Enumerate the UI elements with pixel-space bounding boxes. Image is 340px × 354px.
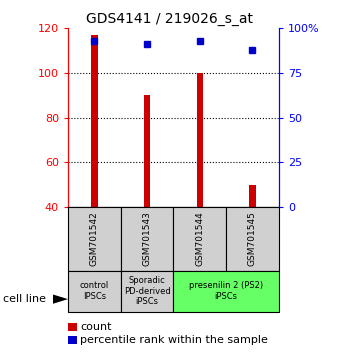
Text: GSM701542: GSM701542: [90, 212, 99, 266]
Text: cell line: cell line: [3, 294, 46, 304]
Text: GDS4141 / 219026_s_at: GDS4141 / 219026_s_at: [86, 12, 254, 27]
Bar: [68, 271, 121, 312]
Bar: [121, 207, 173, 271]
Bar: [121, 271, 173, 312]
Text: control
IPSCs: control IPSCs: [80, 281, 109, 301]
Bar: [68, 207, 121, 271]
Text: GSM701544: GSM701544: [195, 212, 204, 266]
Bar: [197, 73, 203, 207]
Text: GSM701545: GSM701545: [248, 211, 257, 267]
Bar: [173, 271, 279, 312]
Text: Sporadic
PD-derived
iPSCs: Sporadic PD-derived iPSCs: [124, 276, 170, 306]
Bar: [144, 95, 150, 207]
Bar: [249, 185, 256, 207]
Text: GSM701543: GSM701543: [142, 211, 152, 267]
Text: count: count: [80, 322, 112, 332]
Bar: [91, 35, 98, 207]
Bar: [173, 207, 226, 271]
Bar: [226, 207, 279, 271]
Text: presenilin 2 (PS2)
iPSCs: presenilin 2 (PS2) iPSCs: [189, 281, 263, 301]
Text: percentile rank within the sample: percentile rank within the sample: [80, 335, 268, 345]
Polygon shape: [53, 295, 68, 304]
